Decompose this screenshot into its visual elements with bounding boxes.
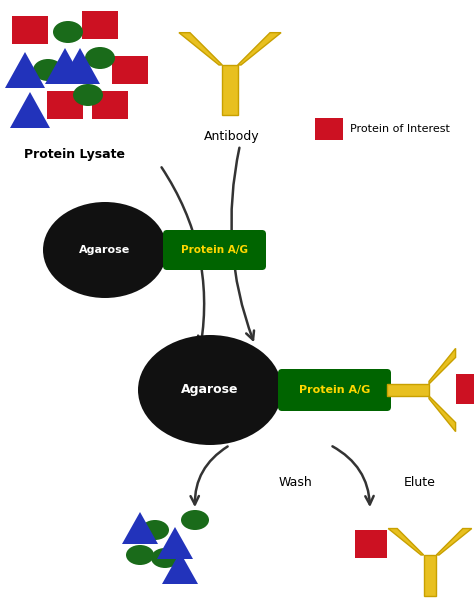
Polygon shape (388, 529, 424, 555)
Text: Agarose: Agarose (79, 245, 131, 255)
Ellipse shape (138, 335, 282, 445)
Polygon shape (10, 92, 50, 128)
Ellipse shape (73, 84, 103, 106)
FancyBboxPatch shape (163, 230, 266, 270)
Text: Elute: Elute (404, 477, 436, 490)
Bar (12, 16, 48, 44)
Ellipse shape (181, 510, 209, 530)
Ellipse shape (126, 545, 154, 565)
Ellipse shape (85, 47, 115, 69)
Polygon shape (122, 512, 158, 544)
Bar (315, 118, 343, 140)
Ellipse shape (53, 21, 83, 43)
Text: Protein Lysate: Protein Lysate (25, 148, 126, 161)
Polygon shape (222, 65, 237, 114)
Text: Agarose: Agarose (181, 384, 239, 397)
Bar (47, 91, 83, 119)
Ellipse shape (141, 520, 169, 540)
Polygon shape (387, 384, 429, 396)
Polygon shape (45, 48, 85, 84)
Text: Antibody: Antibody (204, 130, 260, 143)
FancyBboxPatch shape (278, 369, 391, 411)
Polygon shape (60, 48, 100, 84)
Bar (355, 530, 387, 558)
Bar (82, 11, 118, 39)
Polygon shape (162, 552, 198, 584)
Polygon shape (5, 52, 45, 88)
Polygon shape (157, 527, 193, 559)
Text: Protein of Interest: Protein of Interest (350, 124, 450, 134)
Text: Protein A/G: Protein A/G (181, 245, 248, 255)
Polygon shape (429, 396, 456, 431)
Polygon shape (429, 348, 456, 384)
Bar (456, 374, 474, 404)
Text: Wash: Wash (278, 477, 312, 490)
Bar (112, 56, 148, 84)
Polygon shape (424, 555, 436, 595)
Text: Protein A/G: Protein A/G (299, 385, 370, 395)
Bar (92, 91, 128, 119)
Ellipse shape (43, 202, 167, 298)
Polygon shape (436, 529, 472, 555)
Ellipse shape (33, 59, 63, 81)
Polygon shape (237, 32, 281, 65)
Ellipse shape (151, 548, 179, 568)
Polygon shape (179, 32, 222, 65)
